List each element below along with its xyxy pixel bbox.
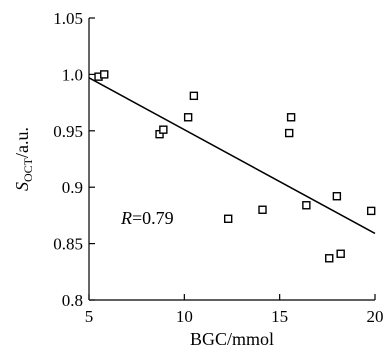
y-tick-label: 1.05 <box>53 9 83 28</box>
data-point <box>325 254 334 263</box>
y-axis-title: SOCT/a.u. <box>12 127 35 191</box>
y-axis-title-main: S <box>12 182 32 191</box>
data-point <box>286 113 296 122</box>
fit-line-group <box>88 77 376 235</box>
y-axis-title-suffix: /a.u. <box>12 127 32 158</box>
data-point <box>189 91 199 101</box>
annotation-value: =0.79 <box>132 208 174 228</box>
data-points <box>94 70 376 263</box>
y-tick-label: 0.95 <box>53 122 83 141</box>
y-tick-label: 1.0 <box>62 65 83 84</box>
data-point <box>223 214 233 223</box>
x-tick-label: 15 <box>271 307 288 326</box>
data-point <box>159 125 168 134</box>
data-point <box>183 113 193 122</box>
y-axis-title-subscript: OCT <box>21 157 35 182</box>
x-tick-label: 20 <box>367 307 384 326</box>
data-point <box>366 206 376 216</box>
x-tick-label: 5 <box>85 307 94 326</box>
y-tick-label: 0.8 <box>62 291 83 310</box>
data-point <box>332 192 342 201</box>
y-tick-label: 0.9 <box>62 178 83 197</box>
annotation-r: R <box>120 208 132 228</box>
data-point <box>302 201 311 210</box>
data-point <box>336 249 345 258</box>
correlation-annotation: R=0.79 <box>120 208 174 228</box>
y-axis-ticks: 0.8 0.85 0.9 0.95 1.0 1.05 <box>53 9 95 310</box>
axes-frame <box>88 18 375 301</box>
x-axis-ticks: 5 10 15 20 <box>85 294 384 326</box>
data-point <box>100 70 109 79</box>
regression-line <box>88 77 376 235</box>
y-tick-label: 0.85 <box>53 235 83 254</box>
x-axis-title: BGC/mmol <box>190 329 274 349</box>
x-tick-label: 10 <box>176 307 193 326</box>
data-point <box>285 128 294 138</box>
data-point <box>258 205 267 214</box>
